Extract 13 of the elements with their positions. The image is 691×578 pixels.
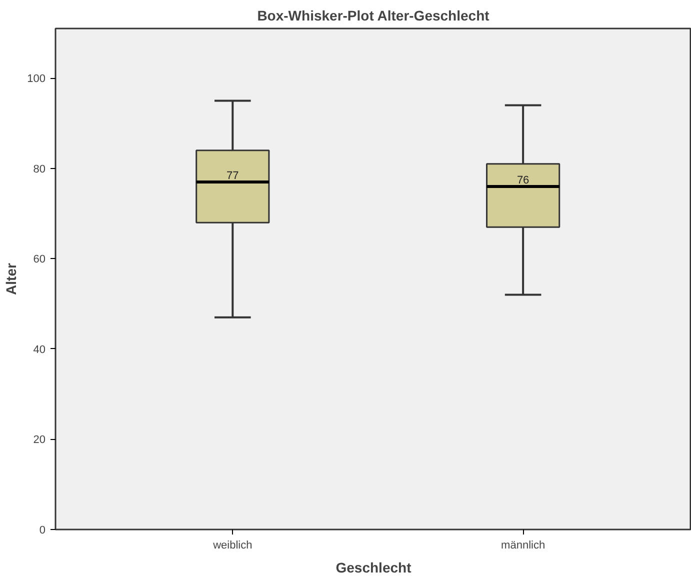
x-axis-title: Geschlecht xyxy=(336,560,412,576)
x-tick-label: männlich xyxy=(501,540,546,552)
y-axis-title: Alter xyxy=(3,262,20,295)
y-tick-label: 80 xyxy=(33,163,46,176)
y-tick-label: 40 xyxy=(33,344,46,356)
x-tick-label: weiblich xyxy=(212,540,252,552)
y-tick-label: 20 xyxy=(33,434,46,446)
chart-title: Box-Whisker-Plot Alter-Geschlecht xyxy=(257,8,490,24)
y-tick-label: 60 xyxy=(33,254,46,266)
y-tick-label: 0 xyxy=(39,524,46,536)
text: 77 xyxy=(226,170,239,182)
y-tick-label: 100 xyxy=(27,73,46,86)
text: 76 xyxy=(516,174,530,186)
